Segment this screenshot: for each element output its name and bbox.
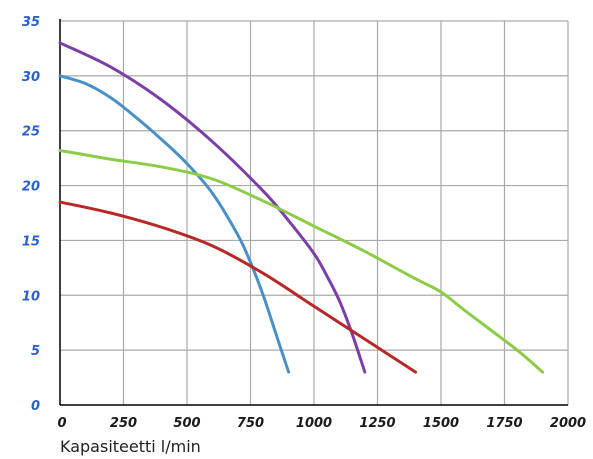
y-tick-label: 10 [22,289,40,304]
series-line-4 [58,200,418,374]
x-tick-label: 1750 [486,416,522,431]
y-tick-label: 25 [22,125,40,140]
x-tick-label: 750 [237,416,264,431]
x-tick-label: 1000 [296,416,332,431]
x-tick-labels: 0 250 500 750 1000 1250 1500 1750 2000 [57,416,586,431]
x-tick-label: 250 [110,416,137,431]
x-tick-label: 1500 [423,416,459,431]
y-tick-label: 35 [22,15,40,30]
axes [59,19,568,406]
y-tick-label: 15 [22,234,40,249]
y-tick-labels: 0 5 10 15 20 25 30 35 [22,15,40,414]
grid-lines [60,20,569,405]
x-axis-label: Kapasiteetti l/min [60,437,201,456]
series-line-1 [58,74,291,374]
series-line-2 [58,41,367,374]
x-tick-label: 2000 [550,416,586,431]
x-tick-label: 1250 [359,416,395,431]
series-line-3 [58,148,545,374]
x-tick-label: 0 [57,416,66,431]
series-lines [58,41,545,374]
y-tick-label: 30 [22,70,40,85]
y-tick-label: 5 [31,344,40,359]
x-tick-label: 500 [173,416,200,431]
y-tick-label: 0 [31,399,40,414]
y-tick-label: 20 [22,180,40,195]
